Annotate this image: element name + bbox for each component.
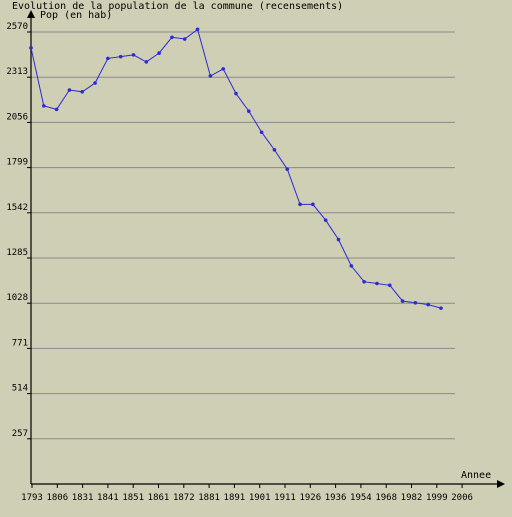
x-tick-label-2006: 2006 [451, 493, 473, 503]
x-tick-label-1793: 1793 [21, 493, 43, 503]
data-point-3 [67, 88, 72, 92]
data-point-5 [93, 81, 97, 85]
data-point-24 [336, 237, 341, 242]
data-point-23 [323, 218, 328, 222]
x-tick-label-1968: 1968 [375, 493, 397, 503]
data-point-4 [80, 89, 85, 94]
series-layer [29, 27, 443, 310]
data-point-32 [439, 306, 443, 310]
data-point-2 [54, 107, 59, 112]
x-tick-label-1881: 1881 [198, 493, 220, 503]
data-point-19 [272, 148, 277, 152]
x-tick-label-1831: 1831 [72, 493, 94, 503]
data-point-30 [413, 301, 418, 305]
data-point-13 [195, 27, 200, 32]
data-point-6 [106, 56, 110, 61]
x-tick-label-1911: 1911 [274, 493, 296, 503]
data-point-17 [247, 109, 251, 113]
x-tick-label-1982: 1982 [401, 493, 423, 503]
data-point-29 [400, 299, 405, 303]
data-point-16 [234, 91, 238, 96]
x-tick-label-1861: 1861 [148, 493, 170, 503]
data-point-18 [259, 130, 264, 135]
x-axis-arrow-icon [497, 480, 505, 488]
x-tick-label-1891: 1891 [224, 493, 246, 503]
y-axis-label: Pop (en hab) [40, 10, 112, 21]
chart-title: Evolution de la population de la commune… [12, 1, 343, 12]
axis-layer [27, 10, 505, 488]
x-tick-label-1901: 1901 [249, 493, 271, 503]
data-point-15 [221, 67, 225, 71]
data-point-14 [208, 74, 213, 78]
x-tick-label-1806: 1806 [46, 493, 68, 503]
x-tick-label-1999: 1999 [426, 493, 448, 503]
data-point-28 [387, 283, 392, 288]
data-point-1 [42, 104, 46, 108]
data-point-25 [349, 264, 354, 268]
x-tick-label-1851: 1851 [122, 493, 144, 503]
y-axis-arrow-icon [27, 10, 35, 18]
x-tick-label-1936: 1936 [325, 493, 347, 503]
data-point-12 [182, 37, 187, 41]
x-tick-label-1872: 1872 [173, 493, 195, 503]
y-tick-label-514: 514 [12, 384, 28, 394]
data-point-7 [118, 54, 123, 59]
x-tick-label-1841: 1841 [97, 493, 119, 503]
grid-layer [31, 31, 455, 440]
data-point-27 [375, 281, 379, 286]
y-tick-label-2570: 2570 [6, 22, 28, 32]
data-point-26 [362, 279, 366, 284]
y-tick-label-257: 257 [12, 429, 28, 439]
data-point-31 [426, 302, 430, 307]
label-layer: Evolution de la population de la commune… [6, 1, 491, 503]
data-point-0 [29, 46, 33, 50]
y-tick-label-1028: 1028 [6, 293, 28, 303]
y-tick-label-1799: 1799 [6, 158, 28, 168]
data-point-20 [285, 167, 290, 171]
y-tick-label-1542: 1542 [6, 203, 28, 213]
y-tick-label-1285: 1285 [6, 248, 28, 258]
data-point-10 [157, 51, 161, 55]
x-tick-label-1926: 1926 [299, 493, 321, 503]
y-tick-label-2313: 2313 [6, 67, 28, 77]
data-point-22 [311, 202, 315, 207]
data-point-9 [144, 60, 149, 64]
data-point-21 [298, 202, 302, 207]
y-tick-label-771: 771 [12, 338, 28, 348]
x-axis-label: Annee [461, 470, 491, 481]
data-point-11 [170, 35, 174, 40]
data-point-8 [131, 53, 136, 57]
x-tick-label-1954: 1954 [350, 493, 372, 503]
y-tick-label-2056: 2056 [6, 112, 28, 122]
